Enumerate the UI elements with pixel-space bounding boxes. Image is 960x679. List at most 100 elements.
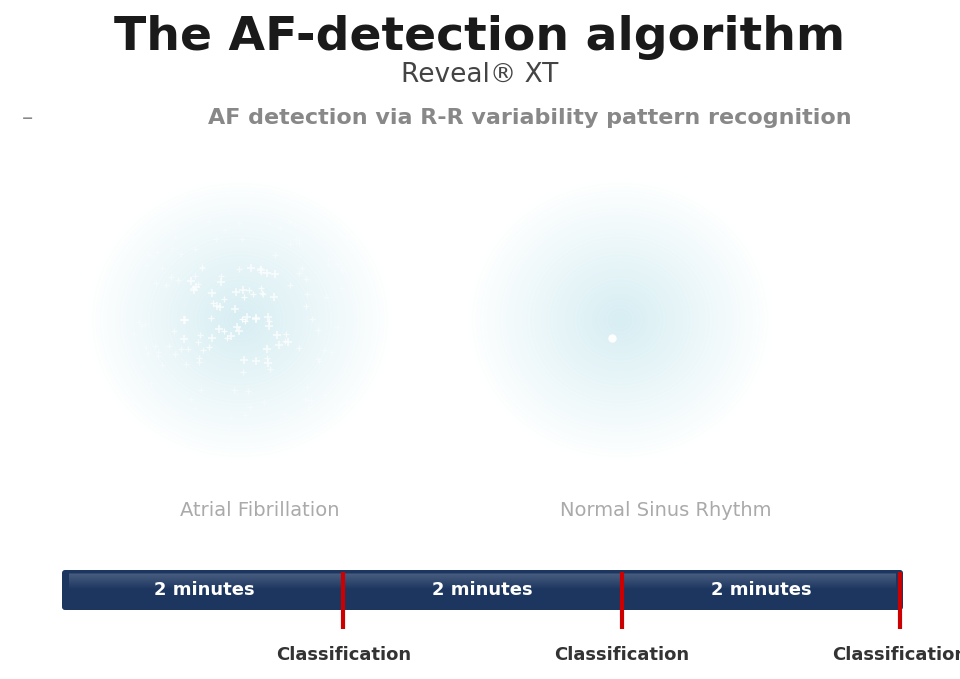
Ellipse shape bbox=[612, 313, 628, 327]
Ellipse shape bbox=[112, 202, 368, 439]
Ellipse shape bbox=[581, 284, 659, 356]
Ellipse shape bbox=[585, 288, 655, 352]
Ellipse shape bbox=[569, 273, 670, 367]
Ellipse shape bbox=[147, 234, 333, 406]
Ellipse shape bbox=[508, 216, 732, 424]
Ellipse shape bbox=[468, 180, 772, 460]
Ellipse shape bbox=[132, 219, 348, 420]
Ellipse shape bbox=[213, 295, 267, 345]
Ellipse shape bbox=[500, 208, 740, 431]
Ellipse shape bbox=[512, 219, 729, 420]
FancyBboxPatch shape bbox=[69, 578, 896, 579]
Ellipse shape bbox=[158, 244, 322, 395]
Ellipse shape bbox=[185, 270, 295, 370]
Ellipse shape bbox=[162, 248, 318, 392]
Text: Atrial Fibrillation: Atrial Fibrillation bbox=[180, 500, 340, 519]
FancyBboxPatch shape bbox=[69, 579, 896, 581]
Ellipse shape bbox=[155, 241, 325, 399]
Ellipse shape bbox=[178, 263, 302, 378]
Ellipse shape bbox=[616, 316, 624, 324]
FancyBboxPatch shape bbox=[69, 577, 896, 579]
FancyBboxPatch shape bbox=[69, 576, 896, 578]
Ellipse shape bbox=[228, 309, 252, 331]
FancyBboxPatch shape bbox=[69, 573, 896, 574]
Text: Reveal® XT: Reveal® XT bbox=[401, 62, 559, 88]
Ellipse shape bbox=[209, 291, 271, 349]
Ellipse shape bbox=[562, 266, 678, 374]
Ellipse shape bbox=[221, 302, 259, 338]
Ellipse shape bbox=[124, 212, 356, 428]
Text: Classification: Classification bbox=[554, 646, 689, 664]
Ellipse shape bbox=[484, 194, 756, 446]
Ellipse shape bbox=[217, 299, 263, 342]
Ellipse shape bbox=[198, 280, 282, 360]
Ellipse shape bbox=[593, 295, 647, 345]
Ellipse shape bbox=[202, 284, 278, 356]
Ellipse shape bbox=[531, 238, 709, 403]
Ellipse shape bbox=[542, 248, 698, 392]
Text: –: – bbox=[22, 108, 34, 128]
FancyBboxPatch shape bbox=[69, 580, 896, 581]
Ellipse shape bbox=[480, 191, 759, 449]
Ellipse shape bbox=[166, 252, 314, 388]
Ellipse shape bbox=[539, 244, 702, 395]
Ellipse shape bbox=[174, 259, 306, 381]
Ellipse shape bbox=[193, 277, 287, 363]
FancyBboxPatch shape bbox=[69, 574, 896, 576]
Ellipse shape bbox=[128, 216, 352, 424]
Ellipse shape bbox=[88, 180, 392, 460]
Text: Normal Sinus Rhythm: Normal Sinus Rhythm bbox=[560, 500, 772, 519]
Ellipse shape bbox=[492, 202, 748, 439]
Ellipse shape bbox=[139, 227, 341, 414]
Ellipse shape bbox=[92, 183, 388, 456]
Ellipse shape bbox=[504, 212, 736, 428]
Ellipse shape bbox=[143, 230, 337, 410]
Ellipse shape bbox=[495, 205, 744, 435]
Ellipse shape bbox=[609, 309, 632, 331]
Ellipse shape bbox=[135, 223, 345, 417]
Text: Classification: Classification bbox=[276, 646, 411, 664]
Ellipse shape bbox=[601, 302, 639, 338]
Ellipse shape bbox=[96, 187, 384, 453]
Ellipse shape bbox=[554, 259, 686, 381]
Ellipse shape bbox=[550, 255, 690, 385]
Ellipse shape bbox=[100, 191, 380, 449]
Ellipse shape bbox=[104, 194, 376, 446]
Ellipse shape bbox=[108, 198, 372, 442]
Ellipse shape bbox=[116, 205, 364, 435]
Text: The AF-detection algorithm: The AF-detection algorithm bbox=[114, 16, 846, 60]
Ellipse shape bbox=[120, 208, 360, 431]
Ellipse shape bbox=[181, 266, 299, 374]
Ellipse shape bbox=[519, 227, 721, 414]
Ellipse shape bbox=[232, 313, 248, 327]
Ellipse shape bbox=[465, 177, 776, 464]
Text: AF detection via R-R variability pattern recognition: AF detection via R-R variability pattern… bbox=[208, 108, 852, 128]
Ellipse shape bbox=[565, 270, 674, 370]
Ellipse shape bbox=[84, 177, 396, 464]
Text: Classification: Classification bbox=[832, 646, 960, 664]
Ellipse shape bbox=[558, 263, 683, 378]
Ellipse shape bbox=[472, 183, 767, 456]
Ellipse shape bbox=[535, 241, 706, 399]
Ellipse shape bbox=[170, 255, 310, 385]
Ellipse shape bbox=[588, 291, 651, 349]
Ellipse shape bbox=[236, 316, 244, 324]
Ellipse shape bbox=[546, 252, 694, 388]
Ellipse shape bbox=[597, 299, 643, 342]
FancyBboxPatch shape bbox=[69, 575, 896, 576]
Ellipse shape bbox=[225, 306, 255, 334]
Ellipse shape bbox=[476, 187, 763, 453]
Ellipse shape bbox=[605, 306, 636, 334]
Ellipse shape bbox=[516, 223, 725, 417]
Ellipse shape bbox=[151, 238, 329, 403]
Ellipse shape bbox=[523, 230, 717, 410]
Ellipse shape bbox=[189, 273, 291, 367]
Ellipse shape bbox=[488, 198, 752, 442]
Ellipse shape bbox=[573, 277, 666, 363]
Ellipse shape bbox=[205, 288, 275, 352]
Ellipse shape bbox=[527, 234, 713, 406]
Text: 2 minutes: 2 minutes bbox=[432, 581, 533, 599]
Text: 2 minutes: 2 minutes bbox=[154, 581, 254, 599]
Ellipse shape bbox=[577, 280, 662, 360]
Text: 2 minutes: 2 minutes bbox=[710, 581, 811, 599]
